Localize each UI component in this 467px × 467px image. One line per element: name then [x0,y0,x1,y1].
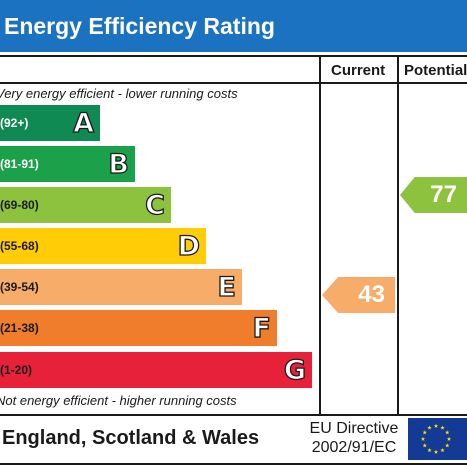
band-d: (55-68) D [0,228,206,264]
country-label: England, Scotland & Wales [2,426,260,449]
potential-column-header: Potential [404,61,467,79]
current-column-header: Current [331,61,386,79]
band-letter: D [177,230,201,262]
eu-star-icon [422,443,427,448]
eu-star-icon [440,425,445,430]
potential-rating-arrow: 77 [400,177,467,213]
header-divider [0,82,467,84]
top-note: Very energy efficient - lower running co… [0,86,238,101]
eu-star-icon [433,423,439,428]
band-letter: B [108,148,130,180]
band-letter: F [252,312,272,344]
band-range: (69-80) [0,198,39,212]
band-range: (39-54) [0,280,39,294]
eu-flag-icon [408,418,467,460]
eu-star-icon [433,449,439,454]
eu-star-icon [422,430,427,435]
band-g: (1-20) G [0,352,312,388]
potential-column-divider [397,55,399,416]
current-rating-arrow: 43 [322,277,395,313]
current-rating-value: 43 [358,281,385,308]
band-letter: C [145,189,166,221]
eu-directive-line1: EU Directive [309,420,399,437]
bottom-note: Not energy efficient - higher running co… [0,393,237,408]
band-range: (21-38) [0,321,39,335]
band-a: (92+) A [0,105,100,141]
band-e: (39-54) E [0,269,242,305]
band-range: (1-20) [0,363,33,377]
eu-star-icon [445,430,450,435]
current-column-divider [319,55,321,416]
eu-star-icon [427,425,432,430]
band-letter: A [72,107,94,139]
potential-rating-value: 77 [430,181,457,208]
eu-star-icon [420,436,426,441]
rating-table-frame [0,55,467,465]
band-b: (81-91) B [0,146,135,182]
eu-star-icon [440,447,445,453]
eu-star-icon [446,436,452,441]
eu-star-icon [445,443,450,448]
eu-directive-line2: 2002/91/EC [311,439,397,456]
footer-divider [0,414,467,416]
band-letter: E [217,271,237,303]
band-range: (92+) [0,116,29,130]
page-title-text: Energy Efficiency Rating [4,12,275,39]
eu-star-icon [427,447,432,453]
page-title: Energy Efficiency Rating [0,0,467,52]
band-f: (21-38) F [0,310,277,346]
eu-directive: EU Directive 2002/91/EC [305,419,403,457]
band-range: (81-91) [0,157,39,171]
band-c: (69-80) C [0,187,171,223]
band-range: (55-68) [0,239,39,253]
band-letter: G [283,354,306,386]
